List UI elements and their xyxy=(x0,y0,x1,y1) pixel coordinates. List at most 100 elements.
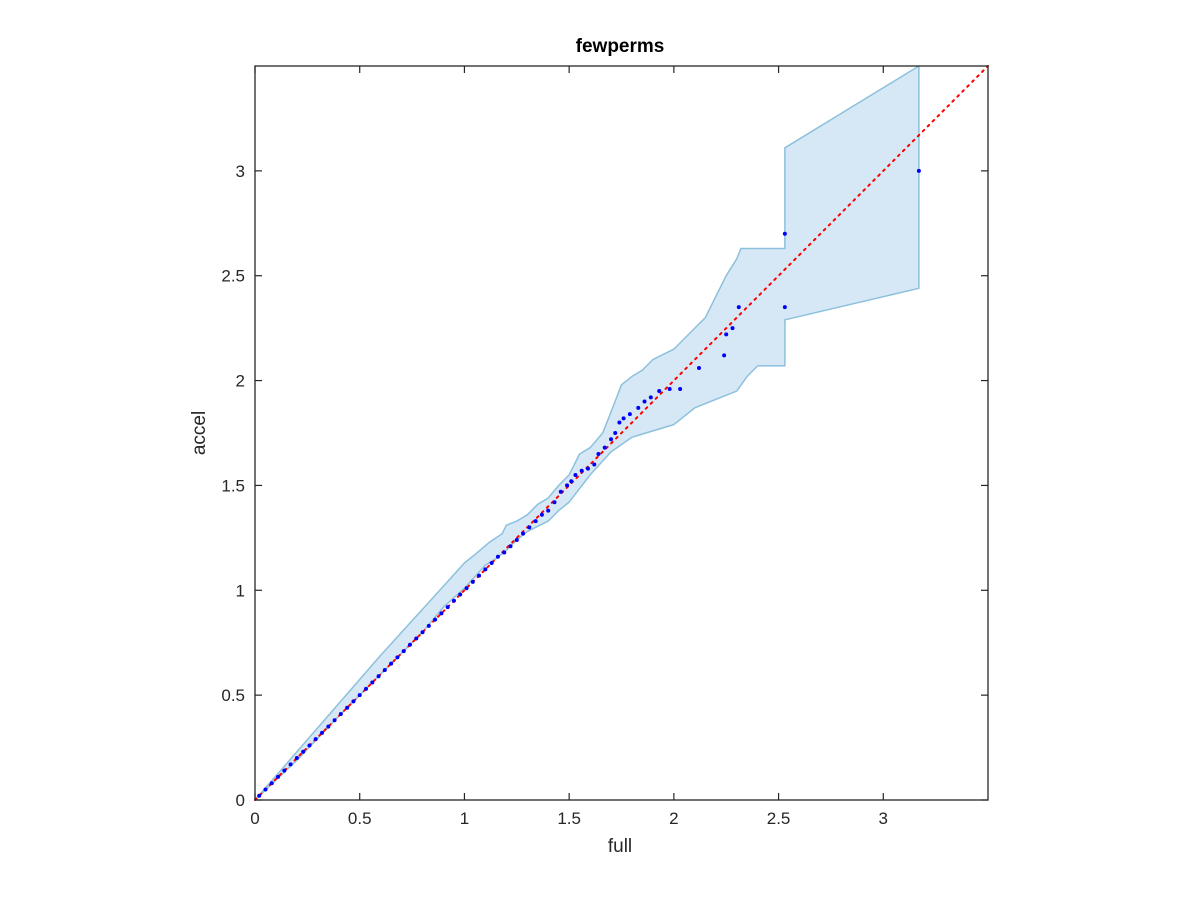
data-point-0-64 xyxy=(648,395,653,400)
data-point-0-56 xyxy=(602,445,607,450)
data-point-0-38 xyxy=(495,554,500,559)
data-point-0-26 xyxy=(420,630,425,635)
data-point-0-59 xyxy=(617,420,622,425)
data-point-0-12 xyxy=(332,718,337,723)
data-point-0-30 xyxy=(445,605,450,610)
data-point-0-19 xyxy=(376,674,381,679)
data-point-0-62 xyxy=(636,405,641,410)
data-point-0-65 xyxy=(657,389,662,394)
data-point-0-32 xyxy=(458,592,463,597)
data-point-0-75 xyxy=(916,168,921,173)
data-point-0-0 xyxy=(257,793,262,798)
tick-labels-layer: 0 0.5 1 1.5 2 2.5 3 0 0.5 1 1.5 2 2.5 3 xyxy=(221,162,888,828)
data-point-0-63 xyxy=(642,399,647,404)
data-point-0-43 xyxy=(527,525,532,530)
data-point-0-46 xyxy=(546,508,551,513)
data-point-0-9 xyxy=(313,737,318,742)
data-point-0-33 xyxy=(464,586,469,591)
data-point-0-60 xyxy=(621,416,626,421)
x-tick-label-2: 1 xyxy=(460,809,469,828)
data-point-0-24 xyxy=(407,642,412,647)
data-point-0-34 xyxy=(470,579,475,584)
data-point-0-51 xyxy=(573,472,578,477)
data-point-0-13 xyxy=(338,712,343,717)
x-tick-label-6: 3 xyxy=(879,809,888,828)
y-tick-label-0: 0 xyxy=(236,791,245,810)
confidence-band-layer xyxy=(254,65,920,801)
data-point-0-17 xyxy=(363,686,368,691)
data-point-0-4 xyxy=(282,768,287,773)
data-point-0-1 xyxy=(263,787,268,792)
y-tick-label-2: 1 xyxy=(236,581,245,600)
data-point-0-52 xyxy=(579,468,584,473)
y-tick-label-6: 3 xyxy=(236,162,245,181)
data-point-0-47 xyxy=(552,500,557,505)
data-point-0-22 xyxy=(395,655,400,660)
data-point-0-28 xyxy=(433,617,438,622)
data-point-0-74 xyxy=(782,231,787,236)
data-point-0-21 xyxy=(389,661,394,666)
data-point-0-66 xyxy=(667,386,672,391)
data-point-0-71 xyxy=(730,326,735,331)
data-point-0-61 xyxy=(627,412,632,417)
data-point-0-44 xyxy=(533,519,538,524)
y-tick-label-5: 2.5 xyxy=(221,267,245,286)
data-point-0-18 xyxy=(370,680,375,685)
data-point-0-73 xyxy=(782,305,787,310)
data-point-0-23 xyxy=(401,649,406,654)
data-point-0-54 xyxy=(592,462,597,467)
data-point-0-41 xyxy=(514,537,519,542)
data-point-0-35 xyxy=(477,573,482,578)
data-point-0-70 xyxy=(724,332,729,337)
data-point-0-2 xyxy=(269,781,274,786)
y-tick-label-1: 0.5 xyxy=(221,686,245,705)
data-point-0-72 xyxy=(736,305,741,310)
data-point-0-49 xyxy=(565,483,570,488)
data-point-0-39 xyxy=(502,550,507,555)
reference-line-layer xyxy=(254,65,989,801)
chart-title: fewperms xyxy=(576,36,665,57)
data-point-0-42 xyxy=(521,531,526,536)
data-point-0-25 xyxy=(414,636,419,641)
data-point-0-55 xyxy=(596,451,601,456)
data-point-0-16 xyxy=(357,693,362,698)
y-tick-label-4: 2 xyxy=(236,372,245,391)
data-point-0-40 xyxy=(508,544,513,549)
x-axis-label: full xyxy=(608,836,632,857)
data-point-0-15 xyxy=(351,699,356,704)
data-point-0-29 xyxy=(439,611,444,616)
data-point-0-48 xyxy=(558,489,563,494)
confidence-band xyxy=(254,65,920,801)
x-tick-label-1: 0.5 xyxy=(348,809,372,828)
data-point-0-69 xyxy=(722,353,727,358)
data-point-0-53 xyxy=(585,466,590,471)
data-point-0-57 xyxy=(609,437,614,442)
y-tick-label-3: 1.5 xyxy=(221,476,245,495)
data-point-0-7 xyxy=(301,749,306,754)
reference-line xyxy=(254,65,989,801)
data-point-0-37 xyxy=(489,561,494,566)
data-point-0-27 xyxy=(426,623,431,628)
data-point-0-58 xyxy=(613,431,618,435)
data-point-0-36 xyxy=(483,567,488,572)
y-axis-label: accel xyxy=(189,411,210,455)
x-tick-label-4: 2 xyxy=(669,809,678,828)
scatter-points-layer xyxy=(257,168,921,798)
data-point-0-8 xyxy=(307,743,312,748)
data-point-0-5 xyxy=(288,762,293,767)
data-point-0-45 xyxy=(539,512,544,517)
data-point-0-31 xyxy=(451,598,456,603)
x-tick-label-5: 2.5 xyxy=(767,809,791,828)
x-tick-label-3: 1.5 xyxy=(557,809,581,828)
axes-box xyxy=(254,65,989,801)
data-point-0-68 xyxy=(696,365,701,370)
axes-layer xyxy=(254,65,989,801)
data-point-0-14 xyxy=(345,705,350,710)
data-point-0-3 xyxy=(276,774,281,779)
data-point-0-20 xyxy=(382,667,387,672)
x-tick-label-0: 0 xyxy=(250,809,259,828)
data-point-0-11 xyxy=(326,724,331,729)
data-point-0-10 xyxy=(320,730,325,735)
data-point-0-50 xyxy=(569,479,574,484)
data-point-0-67 xyxy=(678,386,683,391)
